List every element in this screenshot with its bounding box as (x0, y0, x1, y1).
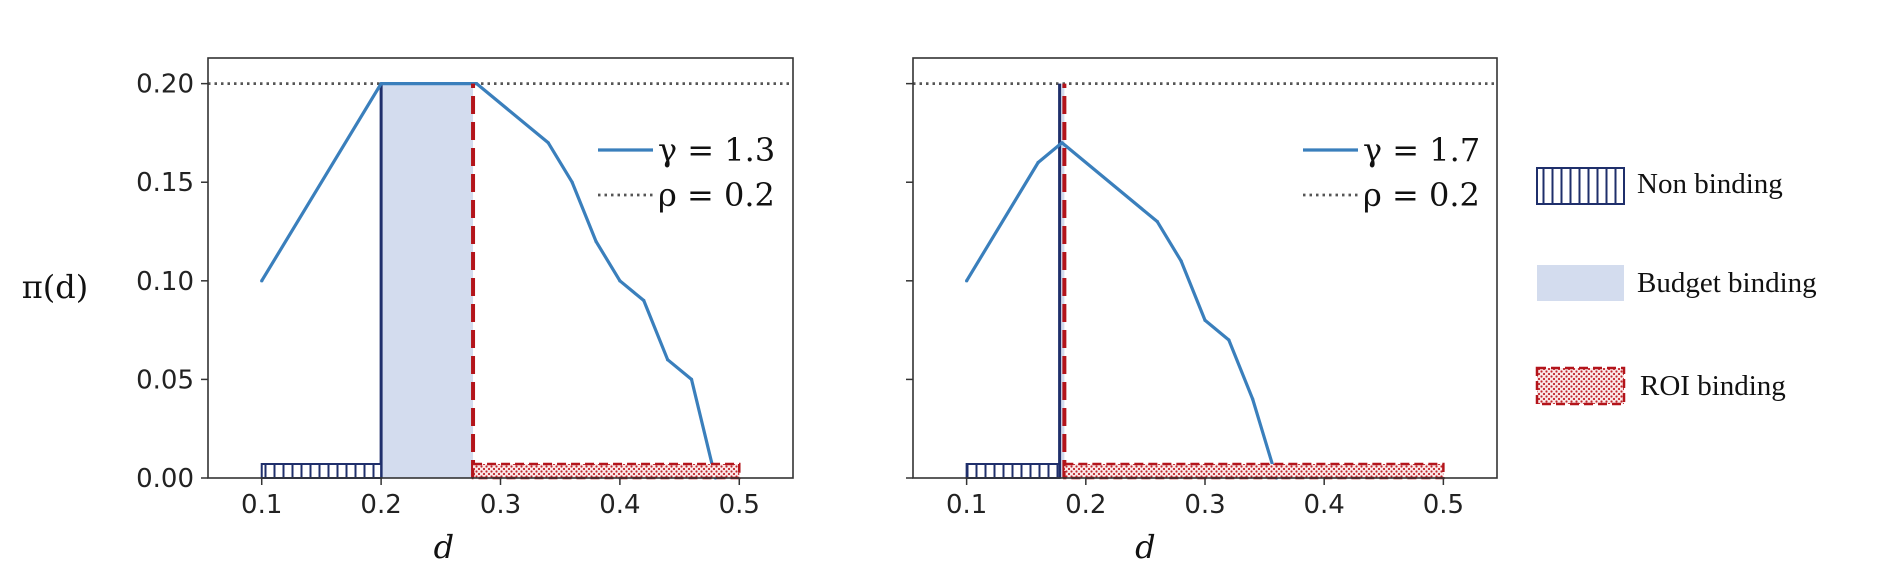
y-tick-label: 0.10 (136, 267, 194, 297)
pi-curve (965, 141, 1279, 479)
curve-point (1227, 338, 1231, 342)
legend-swatch-non-binding (1536, 167, 1625, 205)
curve-point (570, 180, 574, 184)
curve-point (666, 358, 670, 362)
legend-label-gamma: γ = 1.3 (658, 131, 775, 169)
curve-point (260, 279, 264, 283)
legend-label-gamma: γ = 1.7 (1363, 131, 1480, 169)
non-binding-bar (965, 463, 1061, 479)
legend-label-non-binding: Non binding (1637, 168, 1783, 200)
x-tick-label: 0.5 (1423, 490, 1464, 520)
legend-swatch-budget-binding (1537, 265, 1624, 301)
non-binding-bar (260, 463, 383, 479)
chart-panel-right: 0.1 0.2 0.3 0.4 0.5 d γ = 1.7 ρ = 0.2 (906, 57, 1498, 566)
y-axis-label: π(d) (22, 268, 88, 306)
curve-point (1251, 397, 1255, 401)
x-tick-label: 0.5 (719, 490, 760, 520)
x-tick-label: 0.4 (1304, 490, 1345, 520)
curve-point (546, 141, 550, 145)
curve-point (1203, 318, 1207, 322)
legend-label-rho: ρ = 0.2 (658, 176, 775, 214)
roi-binding-bar (471, 462, 741, 480)
x-tick-label: 0.4 (599, 490, 640, 520)
curve-point (642, 298, 646, 303)
region-legend: Non binding Budget binding ROI binding (1535, 167, 1817, 406)
legend-swatch-roi-binding (1535, 366, 1626, 406)
plot-frame (207, 57, 794, 479)
x-axis-label: d (1135, 528, 1155, 566)
x-tick-label: 0.2 (360, 490, 401, 520)
legend-label-rho: ρ = 0.2 (1363, 176, 1480, 214)
curve-point (475, 82, 479, 86)
chart-panel-left: 0.1 0.2 0.3 0.4 0.5 0.00 0.05 0.10 0.15 0.20 d γ = … (136, 57, 794, 566)
curve-point (379, 82, 383, 86)
x-axis-label: d (434, 528, 454, 566)
y-tick-label: 0.15 (136, 168, 194, 198)
curve-point (1179, 259, 1183, 263)
roi-binding-bar (1063, 462, 1445, 480)
y-tick-label: 0.05 (136, 365, 194, 395)
legend-label-budget-binding: Budget binding (1637, 267, 1817, 299)
curve-point (1060, 141, 1064, 145)
curve-point (594, 239, 598, 243)
budget-binding-region (1059, 83, 1065, 479)
x-tick-label: 0.2 (1065, 490, 1106, 520)
curve-point (618, 279, 622, 283)
budget-binding-region (381, 83, 474, 479)
plot-frame (912, 57, 1498, 479)
curve-point (965, 279, 969, 283)
curve-point (1036, 160, 1040, 165)
x-tick-label: 0.1 (241, 490, 282, 520)
y-tick-label: 0.00 (136, 464, 194, 494)
x-tick-label: 0.3 (480, 490, 521, 520)
x-tick-label: 0.3 (1184, 490, 1225, 520)
legend-label-roi-binding: ROI binding (1640, 370, 1786, 402)
x-tick-label: 0.1 (946, 490, 987, 520)
y-tick-label: 0.20 (136, 70, 194, 100)
pi-curve (260, 82, 717, 479)
curve-point (689, 377, 694, 382)
curve-point (1155, 220, 1159, 224)
